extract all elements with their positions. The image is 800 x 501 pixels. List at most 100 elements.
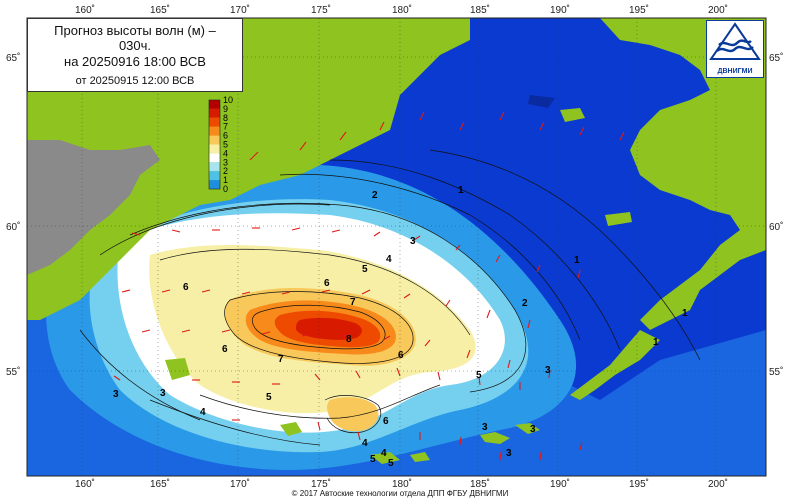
contour-label: 5 — [476, 370, 482, 381]
legend-color-step — [209, 108, 220, 118]
contour-label: 2 — [522, 298, 528, 309]
legend-value-label: 1 — [223, 175, 228, 185]
logo-emblem-icon — [709, 22, 761, 60]
contour-label: 6 — [183, 282, 189, 293]
contour-label: 3 — [482, 422, 488, 433]
contour-label: 6 — [222, 344, 228, 355]
land — [27, 18, 766, 464]
legend-value-label: 9 — [223, 104, 228, 114]
contour-label: 6 — [383, 416, 389, 427]
legend-value-label: 0 — [223, 184, 228, 194]
latitude-labels: 65˚ 60˚ 55˚ 65˚ 60˚ 55˚ — [6, 52, 783, 378]
arrow-row-1 — [249, 111, 625, 161]
contour-label: 5 — [388, 458, 394, 469]
lat-label: 55˚ — [769, 366, 783, 378]
lon-label: 160˚ — [75, 478, 95, 490]
lon-label: 185˚ — [470, 478, 490, 490]
contour-label: 7 — [278, 354, 284, 365]
lat-label: 55˚ — [6, 366, 20, 378]
contour-label: 3 — [410, 236, 416, 247]
lon-label: 170˚ — [230, 4, 250, 16]
legend-color-step — [209, 126, 220, 136]
lon-label: 170˚ — [230, 478, 250, 490]
legend-color-step — [209, 180, 220, 189]
legend-color-step — [209, 171, 220, 181]
legend-value-label: 5 — [223, 140, 228, 150]
legend-value-label: 2 — [223, 166, 228, 176]
lon-label: 190˚ — [550, 478, 570, 490]
legend-value-label: 8 — [223, 113, 228, 123]
lat-label: 65˚ — [6, 52, 20, 64]
lon-label: 180˚ — [392, 4, 412, 16]
contour-label: 8 — [346, 334, 352, 345]
contour-label: 4 — [362, 438, 368, 449]
lat-label: 65˚ — [769, 52, 783, 64]
contour-label: 2 — [372, 190, 378, 201]
legend-value-label: 3 — [223, 157, 228, 167]
dvnigmi-logo: ДВНИГМИ — [706, 20, 764, 78]
contour-label: 6 — [398, 350, 404, 361]
lon-label: 200˚ — [708, 4, 728, 16]
lon-label: 190˚ — [550, 4, 570, 16]
copyright-note: © 2017 Автоские технологии отдела ДПП ФГ… — [291, 489, 509, 498]
longitude-labels-top: 160˚ 165˚ 170˚ 175˚ 180˚ 185˚ 190˚ 195˚ … — [75, 4, 728, 16]
wave-field — [27, 164, 766, 476]
forecast-title-box: Прогноз высоты волн (м) –030ч. на 202509… — [27, 18, 243, 92]
lat-label: 60˚ — [6, 221, 20, 233]
contour-labels: 1 1 1 1 2 3 4 5 6 6 7 8 7 6 5 6 5 4 3 3 … — [113, 185, 688, 469]
title-line-1: Прогноз высоты волн (м) –030ч. — [54, 23, 216, 53]
lon-label: 200˚ — [708, 478, 728, 490]
lon-label: 195˚ — [629, 4, 649, 16]
legend-value-label: 6 — [223, 131, 228, 141]
arrow-row-4 — [141, 329, 551, 379]
legend-color-step — [209, 135, 220, 145]
legend-color-step — [209, 144, 220, 154]
lon-label: 160˚ — [75, 4, 95, 16]
contour-label: 4 — [200, 407, 206, 418]
arrow-row-6 — [232, 419, 583, 461]
contour-lines — [79, 149, 701, 446]
arrow-row-3 — [121, 289, 531, 329]
lon-label: 165˚ — [150, 4, 170, 16]
contour-label: 4 — [386, 254, 392, 265]
lat-label: 60˚ — [769, 221, 783, 233]
title-line-2: на 20250916 18:00 ВСВ — [64, 54, 206, 69]
contour-label: 3 — [530, 424, 536, 435]
legend-value-label: 10 — [223, 95, 233, 105]
contour-label: 6 — [324, 278, 330, 289]
lon-label: 165˚ — [150, 478, 170, 490]
legend-value-label: 4 — [223, 148, 228, 158]
contour-label: 3 — [506, 448, 512, 459]
contour-label: 1 — [653, 337, 659, 348]
contour-label: 1 — [574, 255, 580, 266]
title-line-3: от 20250915 12:00 ВСВ — [75, 75, 195, 87]
contour-label: 5 — [370, 454, 376, 465]
contour-label: 5 — [362, 264, 368, 275]
arrow-row-2 — [131, 227, 581, 279]
contour-label: 3 — [160, 388, 166, 399]
contour-label: 3 — [545, 365, 551, 376]
legend-color-step — [209, 100, 220, 109]
contour-label: 1 — [682, 308, 688, 319]
map-frame — [26, 17, 767, 477]
legend-color-step — [209, 162, 220, 172]
lon-label: 185˚ — [470, 4, 490, 16]
contour-label: 3 — [113, 389, 119, 400]
longitude-labels-bottom: 160˚ 165˚ 170˚ 175˚ 180˚ 185˚ 190˚ 195˚ … — [75, 478, 728, 490]
legend-color-step — [209, 153, 220, 163]
lon-label: 180˚ — [392, 478, 412, 490]
graticule — [27, 18, 766, 476]
contour-label: 7 — [350, 297, 356, 308]
lon-label: 175˚ — [311, 478, 331, 490]
lon-label: 175˚ — [311, 4, 331, 16]
legend-frame — [208, 99, 221, 190]
contour-label: 5 — [266, 392, 272, 403]
logo-text: ДВНИГМИ — [717, 68, 753, 75]
wave-direction-arrows — [113, 111, 625, 461]
contour-label: 4 — [381, 448, 387, 459]
lon-label: 195˚ — [629, 478, 649, 490]
legend-value-label: 7 — [223, 122, 228, 132]
legend-color-step — [209, 117, 220, 127]
